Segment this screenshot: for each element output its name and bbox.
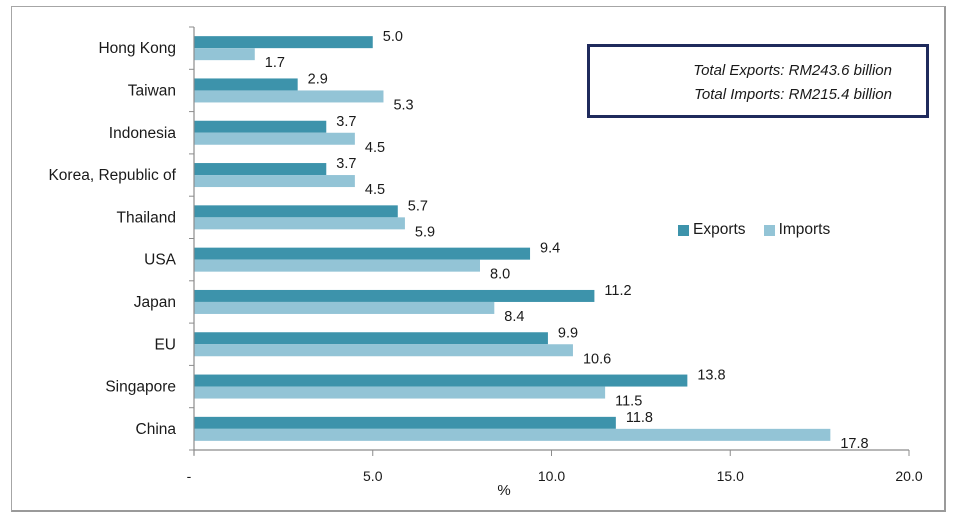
category-label-china: China — [136, 421, 177, 438]
legend-swatch-exports — [678, 224, 689, 236]
bar-imports-indonesia — [194, 132, 355, 145]
totals-annotation-box: Total Exports: RM243.6 billion Total Imp… — [587, 44, 929, 118]
x-tick-label: - — [187, 468, 192, 484]
data-label-exports-japan: 11.2 — [604, 283, 631, 299]
x-axis-title: % — [497, 482, 510, 499]
legend: Exports Imports — [678, 221, 848, 239]
total-exports-text: Total Exports: RM243.6 billion — [693, 62, 892, 79]
legend-swatch-imports — [763, 224, 775, 236]
data-label-exports-indonesia: 3.7 — [336, 114, 356, 130]
bar-imports-eu — [194, 344, 573, 357]
data-label-imports-china: 17.8 — [840, 436, 868, 452]
bar-imports-singapore — [194, 386, 606, 399]
legend-item-imports: Imports — [763, 221, 831, 239]
bar-exports-taiwan — [194, 78, 298, 91]
bar-imports-taiwan — [194, 90, 384, 103]
category-label-usa: USA — [144, 252, 177, 269]
data-label-imports-singapore: 11.5 — [615, 394, 642, 410]
bar-exports-korea-republic-of — [194, 163, 327, 176]
data-label-imports-hong-kong: 1.7 — [265, 55, 285, 71]
bar-exports-japan — [194, 289, 595, 302]
category-label-thailand: Thailand — [117, 209, 176, 226]
x-tick-label: 20.0 — [895, 468, 922, 484]
bars-layer — [194, 36, 831, 441]
data-label-imports-japan: 8.4 — [504, 309, 524, 325]
x-tick-label: 10.0 — [538, 468, 565, 484]
data-label-imports-thailand: 5.9 — [415, 224, 435, 240]
data-label-exports-korea-republic-of: 3.7 — [336, 156, 356, 172]
bar-exports-china — [194, 416, 616, 429]
data-label-exports-eu: 9.9 — [558, 325, 578, 341]
bar-exports-indonesia — [194, 120, 327, 133]
bar-imports-japan — [194, 301, 495, 314]
axes — [189, 26, 910, 456]
category-label-korea-republic-of: Korea, Republic of — [48, 167, 176, 184]
legend-label-imports: Imports — [778, 221, 831, 238]
bar-exports-eu — [194, 332, 548, 345]
category-label-eu: EU — [154, 336, 176, 353]
bar-imports-usa — [194, 259, 480, 272]
x-tick-label: 15.0 — [717, 468, 744, 484]
data-label-exports-china: 11.8 — [626, 410, 653, 426]
labels-layer: Hong Kong 5.0 1.7 Taiwan 2.9 5.3 Indonesia 3.7 4… — [48, 29, 922, 484]
data-label-imports-indonesia: 4.5 — [365, 140, 385, 156]
data-label-exports-usa: 9.4 — [540, 241, 560, 257]
data-label-imports-usa: 8.0 — [490, 267, 510, 283]
data-label-imports-korea-republic-of: 4.5 — [365, 182, 385, 198]
category-label-hong-kong: Hong Kong — [98, 40, 176, 57]
bar-imports-hong-kong — [194, 48, 255, 61]
data-label-imports-taiwan: 5.3 — [393, 97, 413, 113]
data-label-exports-thailand: 5.7 — [408, 198, 428, 214]
data-label-exports-singapore: 13.8 — [697, 368, 725, 384]
legend-label-exports: Exports — [693, 221, 746, 238]
total-imports-text: Total Imports: RM215.4 billion — [694, 86, 892, 103]
category-label-indonesia: Indonesia — [109, 125, 177, 142]
bar-imports-thailand — [194, 217, 405, 230]
data-label-imports-eu: 10.6 — [583, 351, 611, 367]
bar-exports-usa — [194, 247, 531, 260]
category-label-singapore: Singapore — [105, 379, 176, 396]
data-label-exports-hong-kong: 5.0 — [383, 29, 403, 45]
bar-exports-singapore — [194, 374, 688, 387]
bar-imports-china — [194, 428, 831, 441]
bar-exports-hong-kong — [194, 36, 373, 49]
legend-item-exports: Exports — [678, 221, 746, 239]
data-label-exports-taiwan: 2.9 — [308, 71, 328, 87]
category-label-taiwan: Taiwan — [128, 82, 176, 99]
bar-imports-korea-republic-of — [194, 175, 355, 188]
bar-exports-thailand — [194, 205, 398, 218]
x-tick-label: 5.0 — [363, 468, 383, 484]
category-label-japan: Japan — [134, 294, 176, 311]
